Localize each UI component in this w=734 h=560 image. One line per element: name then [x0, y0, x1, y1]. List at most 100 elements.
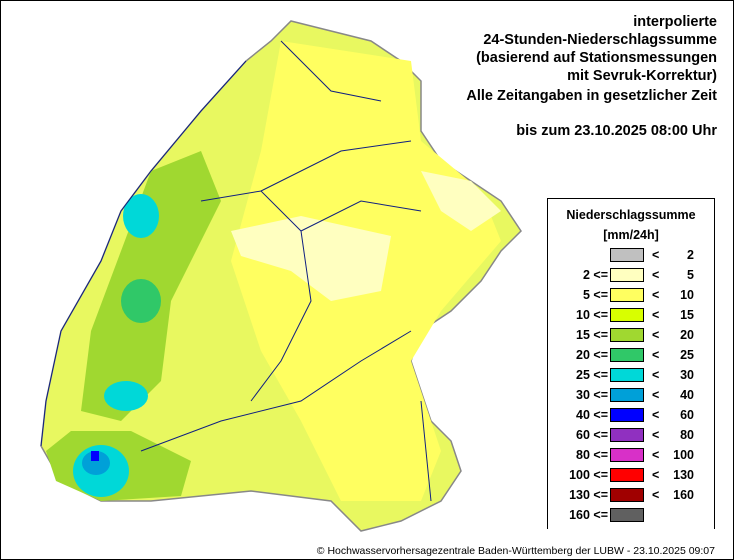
legend-row: 100 <= < 130 [548, 465, 714, 485]
legend-swatch [610, 308, 644, 322]
legend-lower-bound: 2 <= [582, 268, 608, 282]
legend-less-than: < [652, 368, 660, 382]
legend-upper-bound: 15 [680, 308, 694, 322]
zone-cyan-1 [123, 194, 159, 238]
zone-max-blue [91, 451, 99, 461]
title-line: interpolierte [633, 14, 717, 30]
legend-lower-value: 160 [569, 508, 590, 522]
legend-upper-bound: 2 [687, 248, 694, 262]
legend-unit: [mm/24h] [603, 228, 659, 242]
legend-upper-bound: 40 [680, 388, 694, 402]
rivers [40, 40, 432, 502]
legend-lower-bound: 20 <= [576, 348, 608, 362]
legend-lower-value: 130 [569, 488, 590, 502]
legend-swatch [610, 368, 644, 382]
legend-lower-value: 60 [576, 428, 590, 442]
legend-swatch [610, 488, 644, 502]
legend-swatch [610, 448, 644, 462]
legend-row: 60 <= < 80 [548, 425, 714, 445]
legend-title: Niederschlagssumme [566, 208, 696, 222]
legend-lower-bound: 160 <= [569, 508, 608, 522]
legend-swatch [610, 328, 644, 342]
legend-less-than: < [652, 448, 660, 462]
legend-lower-bound: 25 <= [576, 368, 608, 382]
zone-east-light [421, 171, 501, 231]
river-kocher [300, 200, 422, 232]
legend-row: 20 <= < 25 [548, 345, 714, 365]
legend-less-than: < [652, 288, 660, 302]
legend-lower-bound: 100 <= [569, 468, 608, 482]
legend-less-than: < [652, 308, 660, 322]
legend-upper-bound: 10 [680, 288, 694, 302]
zone-blue-south [82, 451, 110, 475]
legend-lower-value: 15 [576, 328, 590, 342]
legend-row: < 2 [548, 245, 714, 265]
copyright-footer: © Hochwasservorhersagezentrale Baden-Wür… [316, 545, 715, 557]
legend-lower-value: 40 [576, 408, 590, 422]
legend-less-than: < [652, 408, 660, 422]
title-line: (basierend auf Stationsmessungen [476, 50, 717, 66]
legend-row: 40 <= < 60 [548, 405, 714, 425]
legend-upper-bound: 80 [680, 428, 694, 442]
river-rhine [40, 60, 247, 447]
legend-swatch [610, 268, 644, 282]
legend-less-than: < [652, 268, 660, 282]
legend-swatch [610, 348, 644, 362]
legend-swatch [610, 248, 644, 262]
legend-upper-bound: 100 [673, 448, 694, 462]
legend-lower-value: 2 [582, 268, 590, 282]
legend-lower-bound: 10 <= [576, 308, 608, 322]
zone-green-2 [121, 279, 161, 323]
legend-swatch [610, 508, 644, 522]
title-line: 24-Stunden-Niederschlagssumme [483, 32, 717, 48]
legend-swatch [610, 428, 644, 442]
legend-row: 160 <= [548, 505, 714, 525]
legend-row: 25 <= < 30 [548, 365, 714, 385]
valid-until: bis zum 23.10.2025 08:00 Uhr [516, 123, 717, 139]
legend-upper-bound: 20 [680, 328, 694, 342]
legend-lower-value: 10 [576, 308, 590, 322]
legend-upper-bound: 130 [673, 468, 694, 482]
legend-row: 80 <= < 100 [548, 445, 714, 465]
map-title: interpolierte 24-Stunden-Niederschlagssu… [466, 13, 717, 105]
legend-row: 130 <= < 160 [548, 485, 714, 505]
legend-upper-bound: 5 [687, 268, 694, 282]
legend-lower-value: 5 [582, 288, 590, 302]
zone-light-yellow [231, 216, 391, 301]
legend-swatch [610, 288, 644, 302]
legend-less-than: < [652, 488, 660, 502]
legend-less-than: < [652, 388, 660, 402]
legend-less-than: < [652, 348, 660, 362]
legend-lower-value: 25 [576, 368, 590, 382]
river-jagst [260, 140, 412, 192]
legend-row: 5 <= < 10 [548, 285, 714, 305]
river-neckar [200, 190, 312, 402]
title-line: mit Sevruk-Korrektur) [567, 68, 717, 84]
legend-row: 15 <= < 20 [548, 325, 714, 345]
legend-upper-bound: 160 [673, 488, 694, 502]
legend-less-than: < [652, 428, 660, 442]
legend-less-than: < [652, 248, 660, 262]
legend-less-than: < [652, 468, 660, 482]
legend-less-than: < [652, 328, 660, 342]
legend-lower-value: 20 [576, 348, 590, 362]
legend-upper-bound: 60 [680, 408, 694, 422]
legend-row: 10 <= < 15 [548, 305, 714, 325]
legend-swatch [610, 388, 644, 402]
title-line: Alle Zeitangaben in gesetzlicher Zeit [466, 88, 717, 104]
legend-lower-bound: 30 <= [576, 388, 608, 402]
legend-row: 30 <= < 40 [548, 385, 714, 405]
legend-lower-value: 100 [569, 468, 590, 482]
legend-lower-bound: 130 <= [569, 488, 608, 502]
legend-lower-value: 30 [576, 388, 590, 402]
legend-swatch [610, 408, 644, 422]
legend-lower-bound: 80 <= [576, 448, 608, 462]
legend-lower-bound: 15 <= [576, 328, 608, 342]
legend-swatch [610, 468, 644, 482]
legend-lower-bound: 5 <= [582, 288, 608, 302]
river-danube [140, 330, 412, 452]
legend-upper-bound: 30 [680, 368, 694, 382]
